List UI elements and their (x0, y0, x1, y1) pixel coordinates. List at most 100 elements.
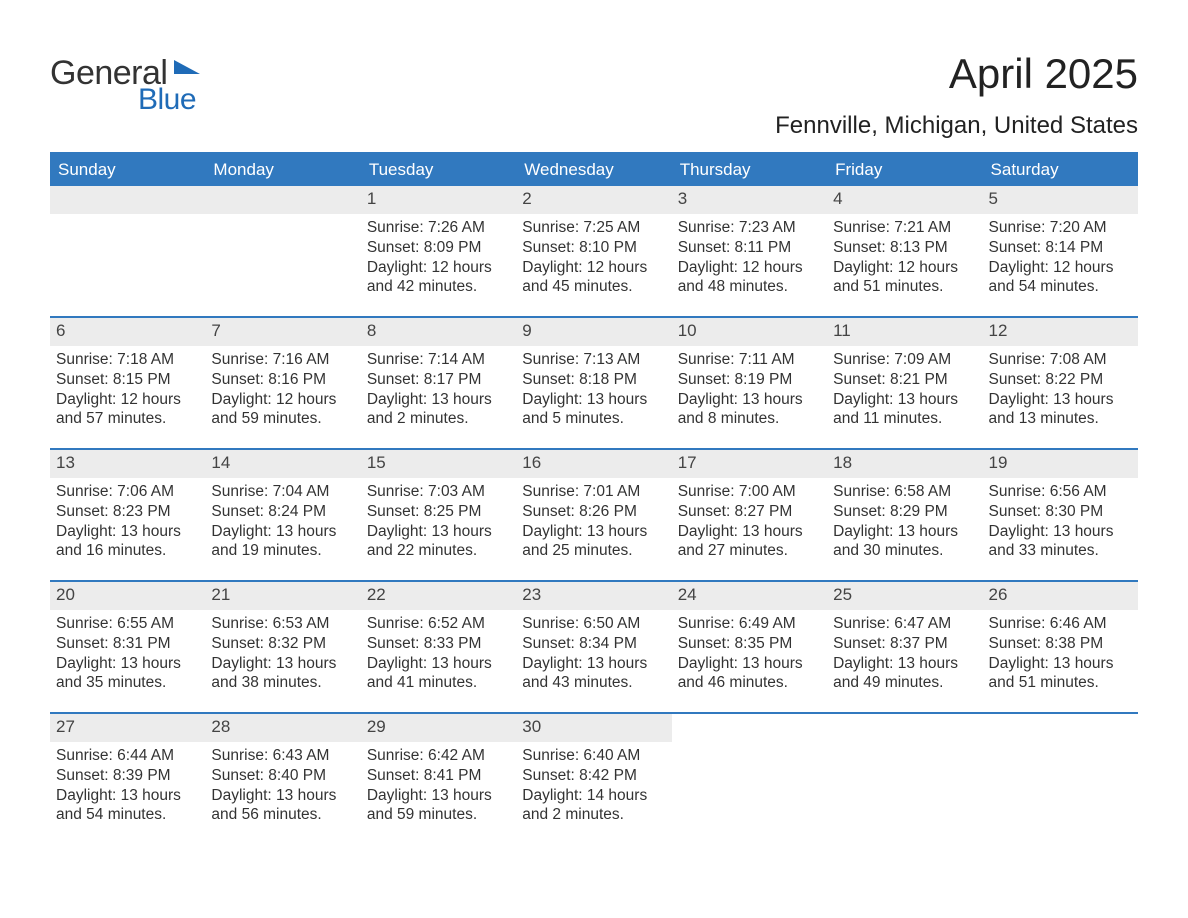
day-line: Daylight: 12 hours (367, 258, 510, 278)
day-cell: 2Sunrise: 7:25 AMSunset: 8:10 PMDaylight… (516, 186, 671, 316)
day-data: Sunrise: 6:46 AMSunset: 8:38 PMDaylight:… (983, 610, 1138, 697)
day-cell: 16Sunrise: 7:01 AMSunset: 8:26 PMDayligh… (516, 450, 671, 580)
day-line: Sunrise: 6:42 AM (367, 746, 510, 766)
day-line: Sunset: 8:30 PM (989, 502, 1132, 522)
weekday-header: Friday (827, 154, 982, 186)
day-cell: 8Sunrise: 7:14 AMSunset: 8:17 PMDaylight… (361, 318, 516, 448)
day-line: and 54 minutes. (56, 805, 199, 825)
day-line: Sunrise: 6:40 AM (522, 746, 665, 766)
day-line: Sunrise: 7:09 AM (833, 350, 976, 370)
day-line: and 51 minutes. (833, 277, 976, 297)
day-line: Daylight: 13 hours (833, 522, 976, 542)
day-data: Sunrise: 7:25 AMSunset: 8:10 PMDaylight:… (516, 214, 671, 301)
day-cell: 28Sunrise: 6:43 AMSunset: 8:40 PMDayligh… (205, 714, 360, 844)
day-line: and 48 minutes. (678, 277, 821, 297)
day-cell: 23Sunrise: 6:50 AMSunset: 8:34 PMDayligh… (516, 582, 671, 712)
day-line: and 49 minutes. (833, 673, 976, 693)
day-cell: 30Sunrise: 6:40 AMSunset: 8:42 PMDayligh… (516, 714, 671, 844)
day-number: 22 (361, 582, 516, 610)
day-line: Daylight: 12 hours (56, 390, 199, 410)
day-cell: 1Sunrise: 7:26 AMSunset: 8:09 PMDaylight… (361, 186, 516, 316)
day-line: Sunset: 8:42 PM (522, 766, 665, 786)
day-cell: 13Sunrise: 7:06 AMSunset: 8:23 PMDayligh… (50, 450, 205, 580)
day-line: and 51 minutes. (989, 673, 1132, 693)
day-line: Sunrise: 7:00 AM (678, 482, 821, 502)
day-data: Sunrise: 7:03 AMSunset: 8:25 PMDaylight:… (361, 478, 516, 565)
day-line: Sunrise: 6:58 AM (833, 482, 976, 502)
day-line: Sunrise: 7:18 AM (56, 350, 199, 370)
day-data: Sunrise: 7:06 AMSunset: 8:23 PMDaylight:… (50, 478, 205, 565)
day-line: Sunrise: 7:03 AM (367, 482, 510, 502)
weekday-header: Tuesday (361, 154, 516, 186)
day-cell: 27Sunrise: 6:44 AMSunset: 8:39 PMDayligh… (50, 714, 205, 844)
day-line: Daylight: 13 hours (211, 654, 354, 674)
day-number (983, 714, 1138, 742)
day-line: Daylight: 13 hours (678, 522, 821, 542)
weekday-header: Saturday (983, 154, 1138, 186)
day-line: Daylight: 13 hours (833, 654, 976, 674)
day-cell: 29Sunrise: 6:42 AMSunset: 8:41 PMDayligh… (361, 714, 516, 844)
day-data: Sunrise: 7:20 AMSunset: 8:14 PMDaylight:… (983, 214, 1138, 301)
day-data: Sunrise: 6:53 AMSunset: 8:32 PMDaylight:… (205, 610, 360, 697)
calendar-grid: Sunday Monday Tuesday Wednesday Thursday… (50, 152, 1138, 844)
day-data: Sunrise: 7:26 AMSunset: 8:09 PMDaylight:… (361, 214, 516, 301)
day-data: Sunrise: 6:49 AMSunset: 8:35 PMDaylight:… (672, 610, 827, 697)
day-data: Sunrise: 6:40 AMSunset: 8:42 PMDaylight:… (516, 742, 671, 829)
week-row: 20Sunrise: 6:55 AMSunset: 8:31 PMDayligh… (50, 580, 1138, 712)
day-line: Sunrise: 7:04 AM (211, 482, 354, 502)
day-line: Sunset: 8:25 PM (367, 502, 510, 522)
day-line: Sunrise: 6:44 AM (56, 746, 199, 766)
day-data: Sunrise: 6:43 AMSunset: 8:40 PMDaylight:… (205, 742, 360, 829)
day-line: Daylight: 13 hours (367, 786, 510, 806)
day-line: Sunset: 8:32 PM (211, 634, 354, 654)
day-line: Daylight: 13 hours (367, 390, 510, 410)
day-cell (50, 186, 205, 316)
day-line: and 46 minutes. (678, 673, 821, 693)
day-line: Sunrise: 7:06 AM (56, 482, 199, 502)
day-number: 18 (827, 450, 982, 478)
day-line: and 33 minutes. (989, 541, 1132, 561)
day-number: 7 (205, 318, 360, 346)
day-line: Sunset: 8:41 PM (367, 766, 510, 786)
day-line: Sunset: 8:40 PM (211, 766, 354, 786)
day-line: Sunrise: 7:14 AM (367, 350, 510, 370)
weekday-header: Monday (205, 154, 360, 186)
day-data: Sunrise: 6:56 AMSunset: 8:30 PMDaylight:… (983, 478, 1138, 565)
day-line: and 27 minutes. (678, 541, 821, 561)
calendar-page: General Blue April 2025 Fennville, Michi… (0, 0, 1188, 874)
day-line: and 11 minutes. (833, 409, 976, 429)
day-line: Daylight: 13 hours (367, 654, 510, 674)
day-line: and 16 minutes. (56, 541, 199, 561)
day-line: Sunrise: 7:26 AM (367, 218, 510, 238)
day-number (827, 714, 982, 742)
day-line: Daylight: 13 hours (56, 786, 199, 806)
day-line: and 54 minutes. (989, 277, 1132, 297)
day-line: and 59 minutes. (211, 409, 354, 429)
day-line: Daylight: 13 hours (989, 654, 1132, 674)
day-cell: 21Sunrise: 6:53 AMSunset: 8:32 PMDayligh… (205, 582, 360, 712)
day-data: Sunrise: 6:55 AMSunset: 8:31 PMDaylight:… (50, 610, 205, 697)
day-line: and 57 minutes. (56, 409, 199, 429)
day-line: Daylight: 14 hours (522, 786, 665, 806)
day-cell: 25Sunrise: 6:47 AMSunset: 8:37 PMDayligh… (827, 582, 982, 712)
day-data: Sunrise: 7:13 AMSunset: 8:18 PMDaylight:… (516, 346, 671, 433)
day-cell: 5Sunrise: 7:20 AMSunset: 8:14 PMDaylight… (983, 186, 1138, 316)
day-number: 24 (672, 582, 827, 610)
day-number: 30 (516, 714, 671, 742)
day-line: Sunset: 8:35 PM (678, 634, 821, 654)
day-number: 12 (983, 318, 1138, 346)
day-line: Daylight: 13 hours (989, 390, 1132, 410)
day-line: Sunset: 8:17 PM (367, 370, 510, 390)
day-cell: 7Sunrise: 7:16 AMSunset: 8:16 PMDaylight… (205, 318, 360, 448)
day-line: Sunset: 8:26 PM (522, 502, 665, 522)
day-data: Sunrise: 6:47 AMSunset: 8:37 PMDaylight:… (827, 610, 982, 697)
day-line: and 22 minutes. (367, 541, 510, 561)
day-data: Sunrise: 7:18 AMSunset: 8:15 PMDaylight:… (50, 346, 205, 433)
day-number: 28 (205, 714, 360, 742)
day-line: and 43 minutes. (522, 673, 665, 693)
day-number (205, 186, 360, 214)
day-cell: 24Sunrise: 6:49 AMSunset: 8:35 PMDayligh… (672, 582, 827, 712)
day-cell: 12Sunrise: 7:08 AMSunset: 8:22 PMDayligh… (983, 318, 1138, 448)
day-line: Sunrise: 7:11 AM (678, 350, 821, 370)
day-number (672, 714, 827, 742)
